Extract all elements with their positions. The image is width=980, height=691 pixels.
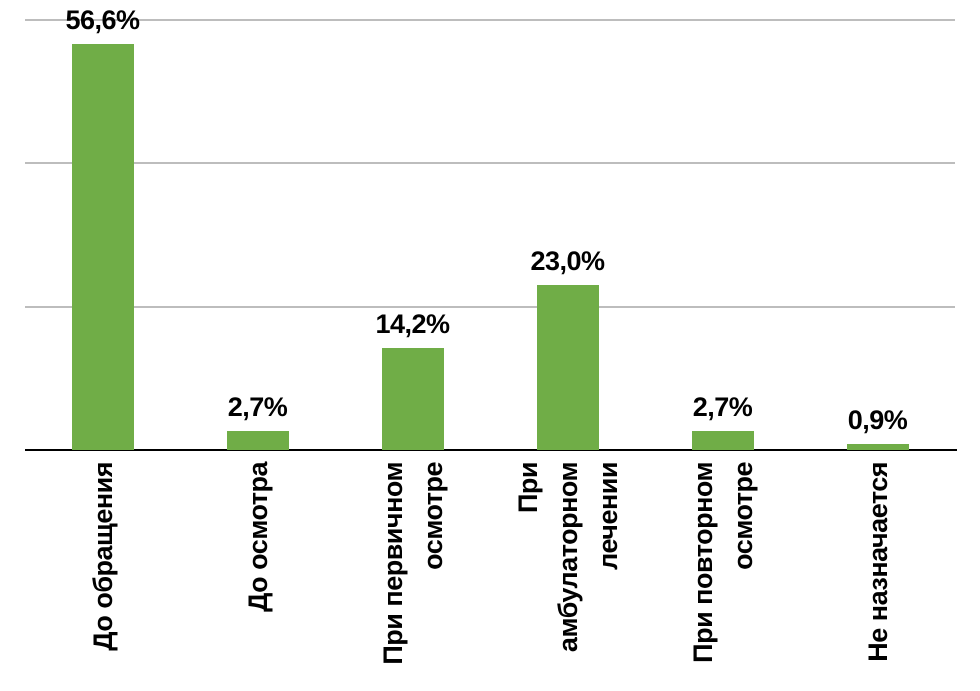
bar — [226, 430, 289, 450]
gridline — [25, 19, 955, 21]
category-label-text: При первичном осмотре — [377, 462, 448, 665]
bar — [71, 44, 134, 450]
value-label: 0,9% — [847, 404, 908, 435]
category-label-text: При амбулаторном лечении — [512, 462, 623, 653]
bar — [536, 285, 599, 450]
value-label: 14,2% — [375, 309, 450, 340]
value-label: 23,0% — [530, 246, 605, 277]
gridline — [25, 162, 955, 165]
category-label-text: Не назначается — [862, 462, 893, 662]
bar — [846, 443, 909, 450]
bar — [691, 430, 754, 450]
value-label: 2,7% — [227, 391, 288, 422]
category-label-text: До обращения — [87, 462, 118, 651]
value-label: 2,7% — [692, 391, 753, 422]
bar — [381, 348, 444, 450]
x-axis-line — [25, 449, 957, 451]
category-label-text: При повторном осмотре — [687, 462, 758, 663]
value-label: 56,6% — [65, 5, 140, 36]
category-label-text: До осмотра — [242, 462, 273, 612]
gridline — [25, 305, 955, 308]
